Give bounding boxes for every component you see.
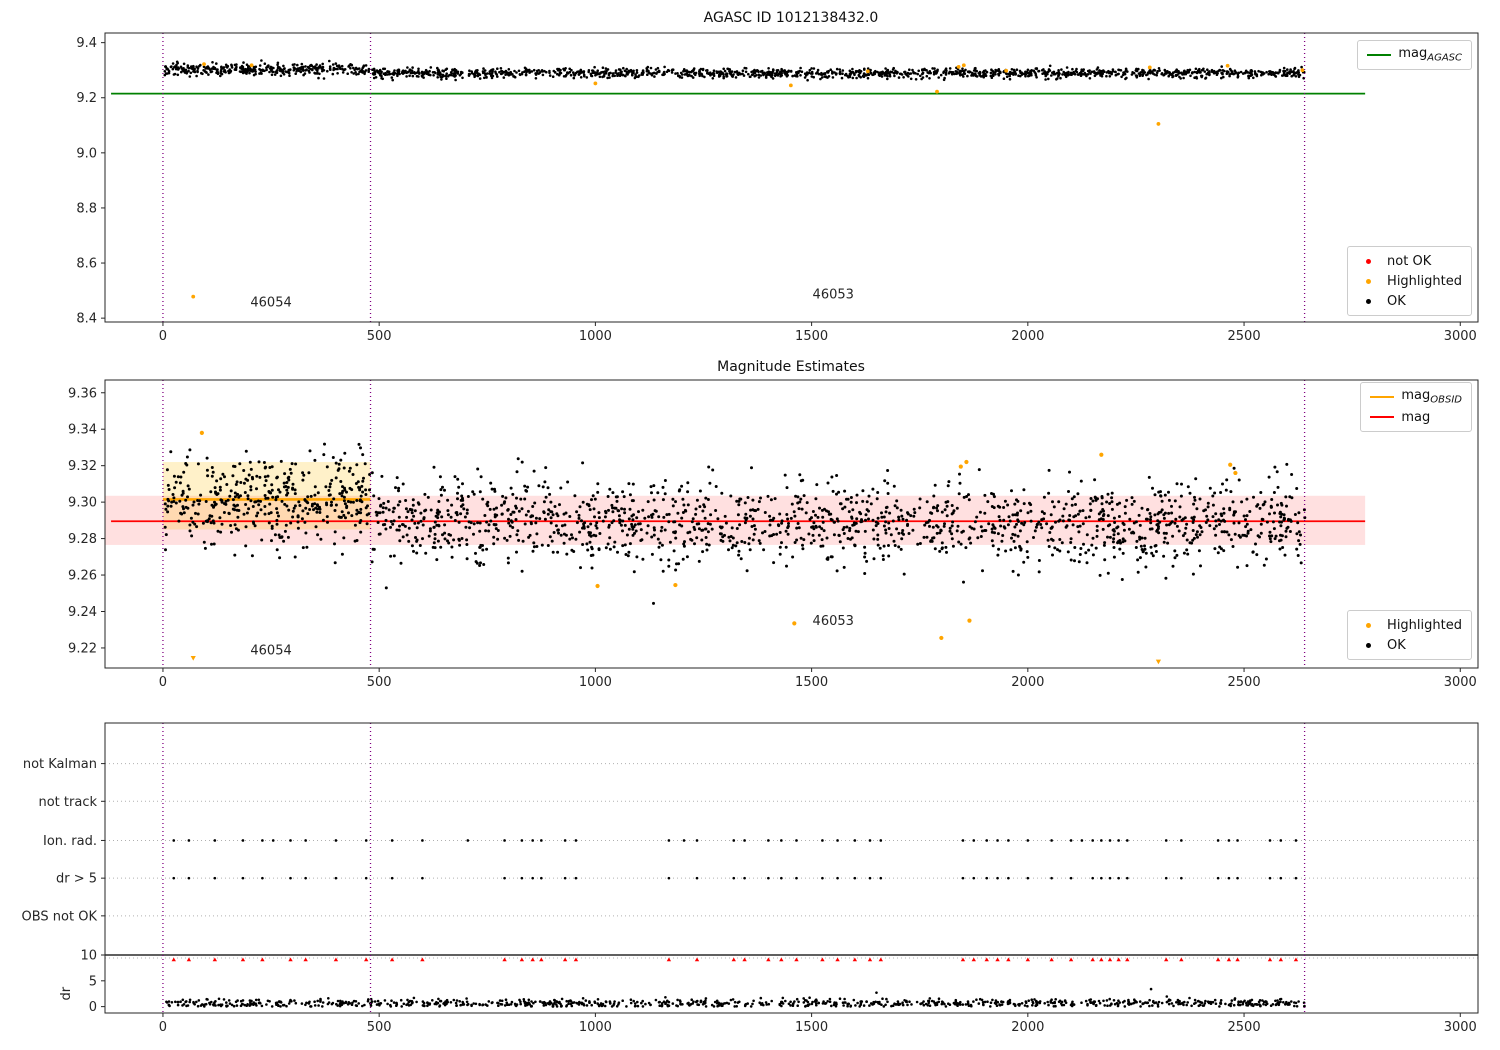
svg-text:0: 0 [159,329,167,344]
svg-text:9.0: 9.0 [76,146,97,161]
svg-text:0: 0 [159,675,167,690]
svg-text:8.8: 8.8 [76,201,97,216]
legend-entry: magAGASC [1367,45,1462,65]
legend-label: Highlighted [1387,274,1462,289]
legend-entry: Highlighted [1357,615,1462,635]
agasc-mag-plot: 46054 46053 0 500 1000 1500 2000 2500 3000 8.4 8.6… [76,32,1479,344]
legend-entry: not OK [1357,251,1462,271]
svg-text:46054: 46054 [250,296,291,311]
legend-label: not OK [1387,254,1431,269]
svg-text:46054: 46054 [250,643,291,658]
legend-label-text: Highlighted [1387,273,1462,289]
svg-text:9.26: 9.26 [68,569,97,584]
legend-label-text: mag [1401,388,1431,404]
legend-label: magOBSID [1401,388,1462,406]
svg-text:1000: 1000 [579,675,612,690]
legend-entry: OK [1357,635,1462,655]
svg-text:9.32: 9.32 [68,459,97,474]
legend-label: magAGASC [1398,46,1462,64]
magnitude-estimates-plot: 46054 46053 0 500 1000 1500 2000 2500 3000 9.22 9.… [68,379,1479,690]
legend-label: Highlighted [1387,618,1462,633]
subplot-flags-dr: 0 500 1000 1500 2000 2500 3000 not Kalman not tr… [0,700,1500,1050]
legend-entry: OK [1357,291,1462,311]
legend-label-text: mag [1398,46,1428,62]
svg-text:9.24: 9.24 [68,605,97,620]
legend-entry: mag [1370,407,1462,427]
dot-swatch [1366,622,1372,628]
legend-markers-top: not OK Highlighted OK [1347,246,1472,316]
svg-text:1500: 1500 [795,675,828,690]
svg-text:2000: 2000 [1011,329,1044,344]
legend-mag-lines: magOBSID mag [1360,382,1472,432]
svg-text:46053: 46053 [813,614,854,629]
legend-label-text: OK [1387,637,1406,653]
subplot-agasc-mag: 46054 46053 0 500 1000 1500 2000 2500 3000 8.4 8.6… [0,0,1500,356]
line-swatch [1370,396,1395,398]
svg-text:9.4: 9.4 [76,36,97,51]
svg-text:8.4: 8.4 [76,312,97,327]
svg-text:9.28: 9.28 [68,532,97,547]
legend-label-sub: OBSID [1430,394,1462,406]
svg-text:9.36: 9.36 [68,386,97,401]
svg-text:1500: 1500 [795,329,828,344]
svg-text:3000: 3000 [1444,675,1477,690]
svg-text:2000: 2000 [1011,675,1044,690]
legend-label-text: not OK [1387,253,1432,269]
legend-label: OK [1387,638,1406,653]
svg-text:500: 500 [367,329,392,344]
legend-label-text: Highlighted [1387,617,1462,633]
legend-label: mag [1401,410,1430,425]
svg-text:9.2: 9.2 [76,91,97,106]
svg-text:2500: 2500 [1228,675,1261,690]
dot-swatch [1366,642,1372,648]
legend-label-text: OK [1387,293,1406,309]
svg-text:1000: 1000 [579,329,612,344]
dot-swatch [1366,278,1372,284]
svg-text:9.34: 9.34 [68,423,97,438]
legend-label-text: mag [1401,409,1431,425]
legend-label-sub: AGASC [1427,52,1462,64]
legend-entry: Highlighted [1357,271,1462,291]
chart-title: Magnitude Estimates [717,359,865,375]
svg-text:8.6: 8.6 [76,257,97,272]
chart-title: AGASC ID 1012138432.0 [703,10,879,26]
line-swatch [1370,416,1395,418]
svg-text:9.30: 9.30 [68,496,97,511]
dot-swatch [1366,298,1372,304]
svg-text:2500: 2500 [1228,329,1261,344]
legend-entry: magOBSID [1370,387,1462,407]
svg-text:500: 500 [367,675,392,690]
legend-mag-agasc: magAGASC [1357,40,1472,70]
svg-text:46053: 46053 [813,287,854,302]
legend-label: OK [1387,294,1406,309]
subplot-magnitude-estimates: 46054 46053 0 500 1000 1500 2000 2500 3000 9.22 9.… [0,356,1500,700]
legend-markers-mid: Highlighted OK [1347,610,1472,660]
line-swatch [1367,54,1392,56]
dot-swatch [1366,258,1372,264]
svg-text:9.22: 9.22 [68,641,97,656]
svg-text:3000: 3000 [1444,329,1477,344]
